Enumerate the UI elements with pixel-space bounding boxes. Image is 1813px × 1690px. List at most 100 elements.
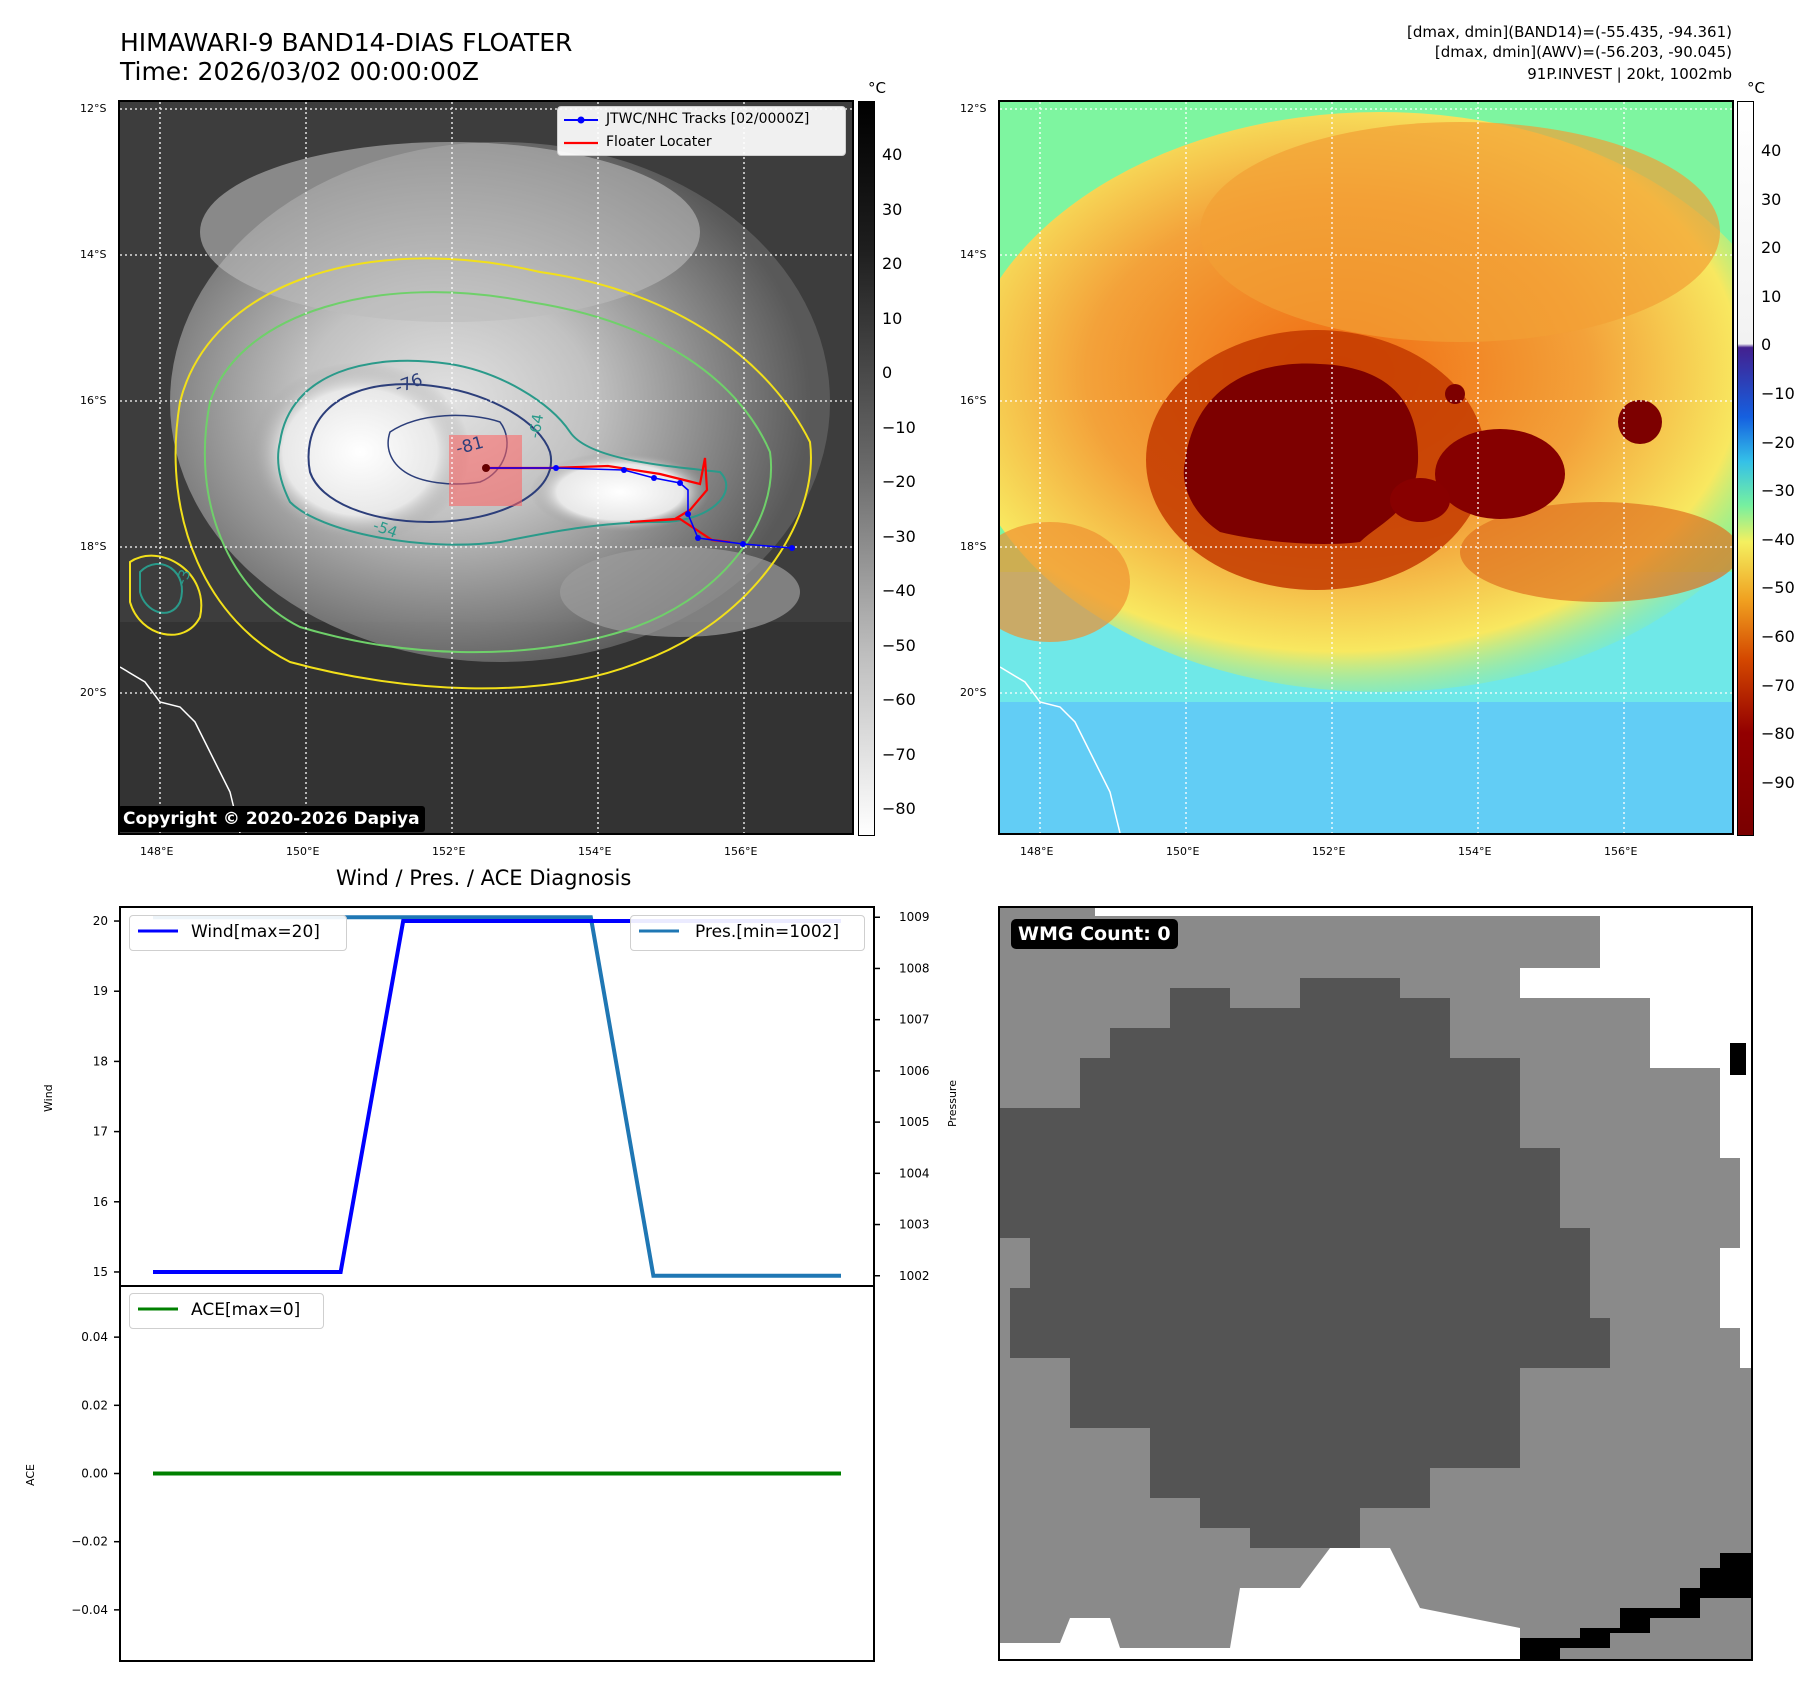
awv-colorbar-tick: −20 bbox=[1761, 432, 1795, 452]
awv-colorbar-tick: 40 bbox=[1761, 141, 1782, 160]
awv-colorbar-tick: 30 bbox=[1761, 189, 1782, 209]
awv-colorbar-tick: −10 bbox=[1761, 384, 1795, 403]
wind-line bbox=[153, 919, 841, 1274]
ace-tick-label: 0.04 bbox=[81, 1330, 108, 1344]
awv-colorbar-tick: −80 bbox=[1761, 724, 1795, 744]
awv-map-panel bbox=[998, 100, 1734, 835]
awv-colorbar-tick: 20 bbox=[1761, 238, 1782, 258]
awv-colorbar-tick: −90 bbox=[1761, 772, 1795, 792]
lon-label-154e: 154°E bbox=[578, 845, 612, 858]
ace-legend: ACE[max=0] bbox=[129, 1293, 324, 1329]
awv-lon-label-154e: 154°E bbox=[1458, 845, 1492, 858]
wmg-count-badge: WMG Count: 0 bbox=[1011, 919, 1178, 949]
lat-label-20s: 20°S bbox=[80, 686, 107, 699]
ir-colorbar-unit: °C bbox=[868, 79, 886, 97]
ace-legend-swatch bbox=[138, 1307, 178, 1311]
awv-colorbar-unit: °C bbox=[1747, 79, 1765, 97]
awv-lat-label-16s: 16°S bbox=[960, 394, 987, 407]
ace-tick-label: 0.00 bbox=[81, 1467, 108, 1481]
ace-legend-label: ACE[max=0] bbox=[191, 1300, 301, 1320]
pres-legend: Pres.[min=1002] bbox=[630, 915, 865, 951]
wind-tick-label: 17 bbox=[93, 1125, 108, 1139]
figure-time: Time: 2026/03/02 00:00:00Z bbox=[120, 57, 479, 86]
ir-map-svg bbox=[120, 102, 852, 833]
ir-colorbar-tick: −20 bbox=[882, 472, 916, 491]
wind-tick-label: 20 bbox=[93, 914, 108, 928]
diagnosis-frame bbox=[119, 906, 875, 1662]
wind-tick-label: 19 bbox=[93, 984, 108, 998]
ir-colorbar-tick: 40 bbox=[882, 145, 903, 164]
ir-colorbar-tick: −50 bbox=[882, 635, 916, 655]
ir-colorbar-tick: 0 bbox=[882, 363, 893, 382]
ace-tick-label: −0.02 bbox=[71, 1535, 108, 1549]
awv-colorbar bbox=[1737, 101, 1754, 836]
ir-colorbar-tick: −60 bbox=[882, 690, 916, 709]
ir-colorbar bbox=[858, 101, 875, 836]
pres-tick-label: 1006 bbox=[899, 1064, 930, 1078]
lat-label-16s: 16°S bbox=[80, 394, 107, 407]
wind-legend-swatch bbox=[138, 929, 178, 933]
wmg-panel bbox=[998, 906, 1753, 1661]
wind-legend-label: Wind[max=20] bbox=[191, 922, 320, 942]
pres-tick-label: 1009 bbox=[899, 910, 930, 924]
pres-tick-label: 1005 bbox=[899, 1115, 930, 1129]
ir-colorbar-tick: −30 bbox=[882, 526, 916, 546]
wind-tick-label: 18 bbox=[93, 1054, 108, 1068]
pressure-line bbox=[153, 915, 841, 1278]
awv-colorbar-tick: −30 bbox=[1761, 481, 1795, 501]
ace-ylabel: ACE bbox=[24, 1464, 37, 1486]
ace-tick-label: 0.02 bbox=[81, 1398, 108, 1412]
awv-colorbar-tick: −70 bbox=[1761, 675, 1795, 695]
awv-colorbar-tick: −60 bbox=[1761, 627, 1795, 646]
pres-tick-label: 1003 bbox=[899, 1218, 930, 1232]
info-band14: [dmax, dmin](BAND14)=(-55.435, -94.361) bbox=[1407, 23, 1732, 41]
ir-colorbar-tick: −10 bbox=[882, 417, 916, 437]
awv-lat-label-20s: 20°S bbox=[960, 686, 987, 699]
awv-colorbar-tick: −50 bbox=[1761, 578, 1795, 598]
pres-tick-label: 1002 bbox=[899, 1269, 930, 1283]
info-storm: 91P.INVEST | 20kt, 1002mb bbox=[1527, 65, 1732, 83]
ace-tick-label: −0.04 bbox=[71, 1603, 108, 1617]
copyright-badge: Copyright © 2020-2026 Dapiya bbox=[118, 806, 425, 832]
awv-lon-label-152e: 152°E bbox=[1312, 845, 1346, 858]
wind-ylabel: Wind bbox=[42, 1084, 55, 1112]
awv-colorbar-tick: 0 bbox=[1761, 335, 1772, 355]
pres-legend-label: Pres.[min=1002] bbox=[695, 922, 840, 942]
wind-tick-label: 16 bbox=[93, 1195, 108, 1209]
legend-floater-label: Floater Locater bbox=[606, 134, 712, 150]
awv-lon-label-156e: 156°E bbox=[1604, 845, 1638, 858]
awv-lon-label-150e: 150°E bbox=[1166, 845, 1200, 858]
info-awv: [dmax, dmin](AWV)=(-56.203, -90.045) bbox=[1434, 43, 1732, 61]
diagnosis-title: Wind / Pres. / ACE Diagnosis bbox=[336, 866, 632, 890]
lat-label-12s: 12°S bbox=[80, 102, 107, 115]
lon-label-156e: 156°E bbox=[724, 845, 758, 858]
ir-colorbar-tick: −70 bbox=[882, 744, 916, 764]
lat-label-14s: 14°S bbox=[80, 248, 107, 261]
ir-map-panel: -76 -81 -64 -54 -3 JTWC/NHC Tracks [02/0… bbox=[118, 100, 854, 835]
wind-tick-label: 15 bbox=[93, 1265, 108, 1279]
ir-colorbar-tick: 20 bbox=[882, 254, 903, 273]
legend-track-label: JTWC/NHC Tracks [02/0000Z] bbox=[606, 111, 810, 127]
wmg-svg bbox=[1000, 908, 1751, 1659]
lat-label-18s: 18°S bbox=[80, 540, 107, 553]
pres-tick-label: 1007 bbox=[899, 1013, 930, 1027]
ir-colorbar-tick: −80 bbox=[882, 799, 916, 818]
figure-title: HIMAWARI-9 BAND14-DIAS FLOATER bbox=[120, 28, 573, 57]
awv-lon-label-148e: 148°E bbox=[1020, 845, 1054, 858]
lon-label-150e: 150°E bbox=[286, 845, 320, 858]
ir-colorbar-tick: 10 bbox=[882, 308, 903, 328]
awv-lat-label-18s: 18°S bbox=[960, 540, 987, 553]
awv-lat-label-14s: 14°S bbox=[960, 248, 987, 261]
awv-colorbar-tick: −40 bbox=[1761, 529, 1795, 549]
pres-tick-label: 1008 bbox=[899, 961, 930, 975]
lon-label-152e: 152°E bbox=[432, 845, 466, 858]
legend-track-swatch bbox=[564, 116, 598, 145]
awv-lat-label-12s: 12°S bbox=[960, 102, 987, 115]
ir-colorbar-tick: −40 bbox=[882, 581, 916, 600]
lon-label-148e: 148°E bbox=[140, 845, 174, 858]
awv-map-svg bbox=[1000, 102, 1732, 833]
pres-tick-label: 1004 bbox=[899, 1166, 930, 1180]
pressure-ylabel: Pressure bbox=[946, 1080, 959, 1127]
ir-colorbar-tick: 30 bbox=[882, 199, 903, 219]
